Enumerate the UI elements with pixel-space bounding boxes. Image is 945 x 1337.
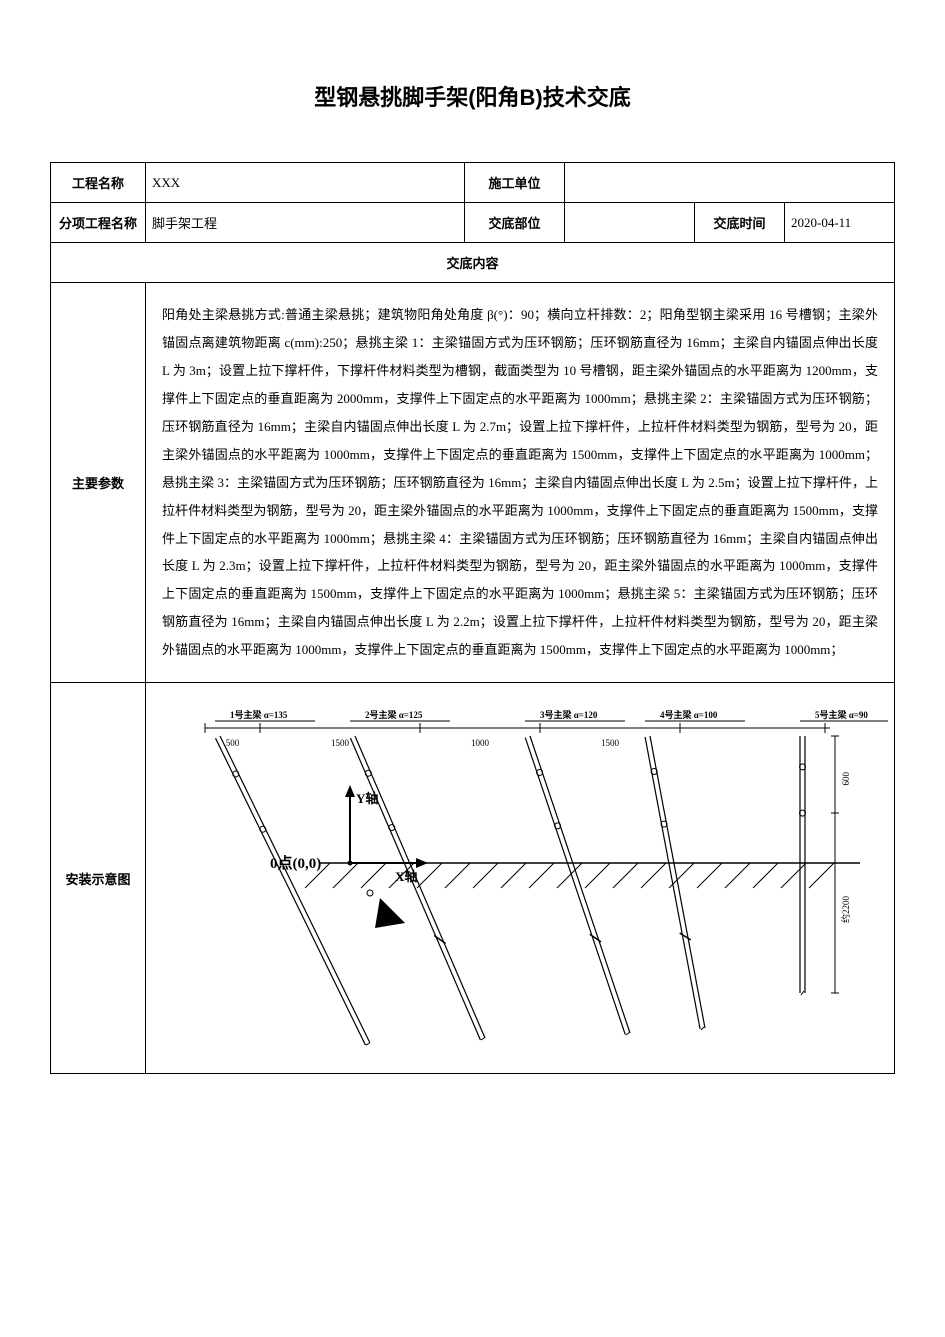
svg-text:600: 600 (841, 772, 851, 786)
label-subitem-name: 分项工程名称 (51, 203, 146, 243)
header-row-1: 工程名称 XXX 施工单位 (51, 163, 895, 203)
diagram-cell: 500 1500 1000 1500 1号主梁 α=135 2号主梁 α=125 3号主梁 … (146, 683, 895, 1074)
svg-text:1500: 1500 (331, 738, 350, 748)
svg-text:Y轴: Y轴 (356, 791, 378, 806)
label-construction-unit: 施工单位 (465, 163, 565, 203)
value-project-name: XXX (146, 163, 465, 203)
diagram-svg: 500 1500 1000 1500 1号主梁 α=135 2号主梁 α=125 3号主梁 … (152, 693, 888, 1063)
params-content-cell: 阳角处主梁悬挑方式:普通主梁悬挑；建筑物阳角处角度 β(°)：90；横向立杆排数… (146, 283, 895, 683)
value-disclosure-part (565, 203, 695, 243)
params-text: 阳角处主梁悬挑方式:普通主梁悬挑；建筑物阳角处角度 β(°)：90；横向立杆排数… (152, 293, 888, 672)
installation-diagram: 500 1500 1000 1500 1号主梁 α=135 2号主梁 α=125 3号主梁 … (152, 693, 888, 1063)
disclosure-table: 工程名称 XXX 施工单位 分项工程名称 脚手架工程 交底部位 交底时间 202… (50, 162, 895, 1074)
label-disclosure-part: 交底部位 (465, 203, 565, 243)
value-construction-unit (565, 163, 895, 203)
content-header: 交底内容 (51, 243, 895, 283)
svg-text:3号主梁 α=120: 3号主梁 α=120 (540, 709, 598, 720)
diagram-row: 安装示意图 500 1500 1000 1500 1号主梁 α=135 2号主梁 α=12… (51, 683, 895, 1074)
value-disclosure-time: 2020-04-11 (785, 203, 895, 243)
svg-text:X轴: X轴 (395, 869, 417, 884)
content-header-row: 交底内容 (51, 243, 895, 283)
svg-text:4号主梁 α=100: 4号主梁 α=100 (660, 709, 718, 720)
label-project-name: 工程名称 (51, 163, 146, 203)
svg-text:500: 500 (226, 738, 240, 748)
svg-text:1000: 1000 (471, 738, 490, 748)
svg-text:0点(0,0): 0点(0,0) (270, 855, 321, 872)
label-main-params: 主要参数 (51, 283, 146, 683)
svg-text:1号主梁 α=135: 1号主梁 α=135 (230, 709, 288, 720)
page-title: 型钢悬挑脚手架(阳角B)技术交底 (50, 80, 895, 112)
svg-text:1500: 1500 (601, 738, 620, 748)
label-disclosure-time: 交底时间 (695, 203, 785, 243)
svg-text:约2200: 约2200 (840, 896, 851, 924)
header-row-2: 分项工程名称 脚手架工程 交底部位 交底时间 2020-04-11 (51, 203, 895, 243)
params-row: 主要参数 阳角处主梁悬挑方式:普通主梁悬挑；建筑物阳角处角度 β(°)：90；横… (51, 283, 895, 683)
svg-text:2号主梁 α=125: 2号主梁 α=125 (365, 709, 423, 720)
svg-text:5号主梁 α=90: 5号主梁 α=90 (815, 709, 868, 720)
value-subitem-name: 脚手架工程 (146, 203, 465, 243)
label-diagram: 安装示意图 (51, 683, 146, 1074)
